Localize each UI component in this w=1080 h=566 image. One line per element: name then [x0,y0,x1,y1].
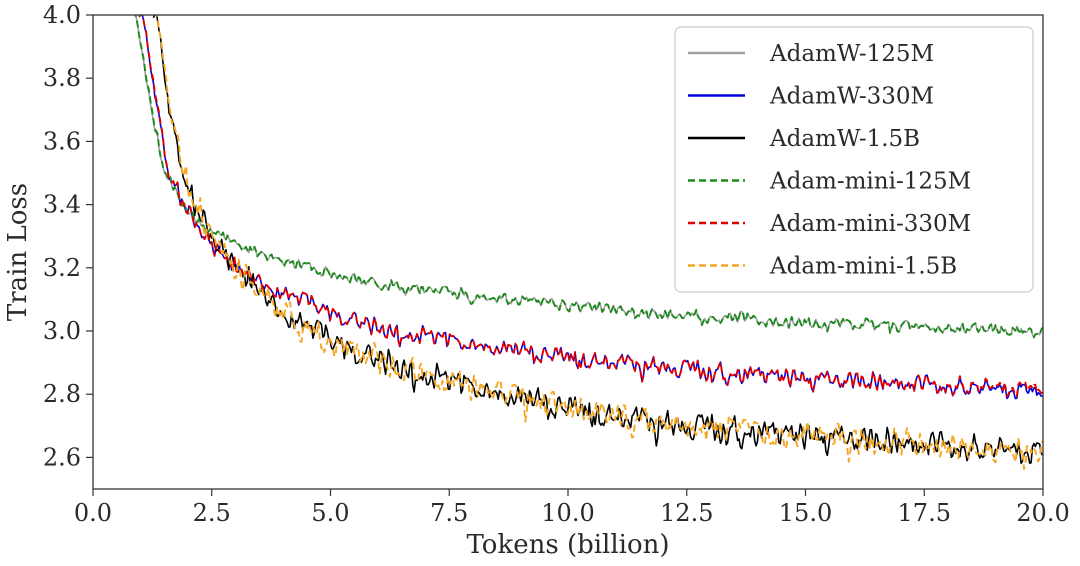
y-tick-label: 4.0 [43,1,81,29]
x-tick-label: 12.5 [660,499,713,527]
x-tick-label: 20.0 [1016,499,1069,527]
y-tick-label: 3.0 [43,317,81,345]
y-tick-label: 3.2 [43,254,81,282]
series-line [138,15,1043,398]
legend-label: AdamW-1.5B [769,126,920,152]
series-layer [132,15,1043,471]
x-tick-label: 17.5 [898,499,951,527]
x-tick-label: 0.0 [74,499,112,527]
series-line [132,15,1043,339]
y-tick-label: 2.8 [43,380,81,408]
series-line [155,15,1043,471]
legend-label: AdamW-125M [769,41,934,67]
legend-label: Adam-mini-1.5B [769,254,957,280]
x-tick-label: 15.0 [779,499,832,527]
legend-label: Adam-mini-330M [769,211,971,237]
x-tick-label: 10.0 [541,499,594,527]
x-tick-label: 2.5 [193,499,231,527]
y-tick-label: 3.4 [43,191,81,219]
y-tick-label: 3.6 [43,127,81,155]
y-axis-label: Train Loss [3,183,33,321]
y-tick-label: 2.6 [43,443,81,471]
x-axis: 0.0 2.5 5.0 7.5 10.0 12.5 15.0 17.5 20.0 [74,489,1070,527]
legend-box [674,26,1034,293]
legend: AdamW-125M AdamW-330M AdamW-1.5B Adam-mini-… [674,26,1034,293]
x-axis-label: Tokens (billion) [466,530,669,560]
x-tick-label: 7.5 [430,499,468,527]
y-tick-label: 3.8 [43,64,81,92]
x-tick-label: 5.0 [311,499,349,527]
y-axis: 2.6 2.8 3.0 3.2 3.4 3.6 3.8 4.0 [43,1,93,471]
legend-label: AdamW-330M [769,84,934,110]
legend-label: Adam-mini-125M [769,169,971,195]
